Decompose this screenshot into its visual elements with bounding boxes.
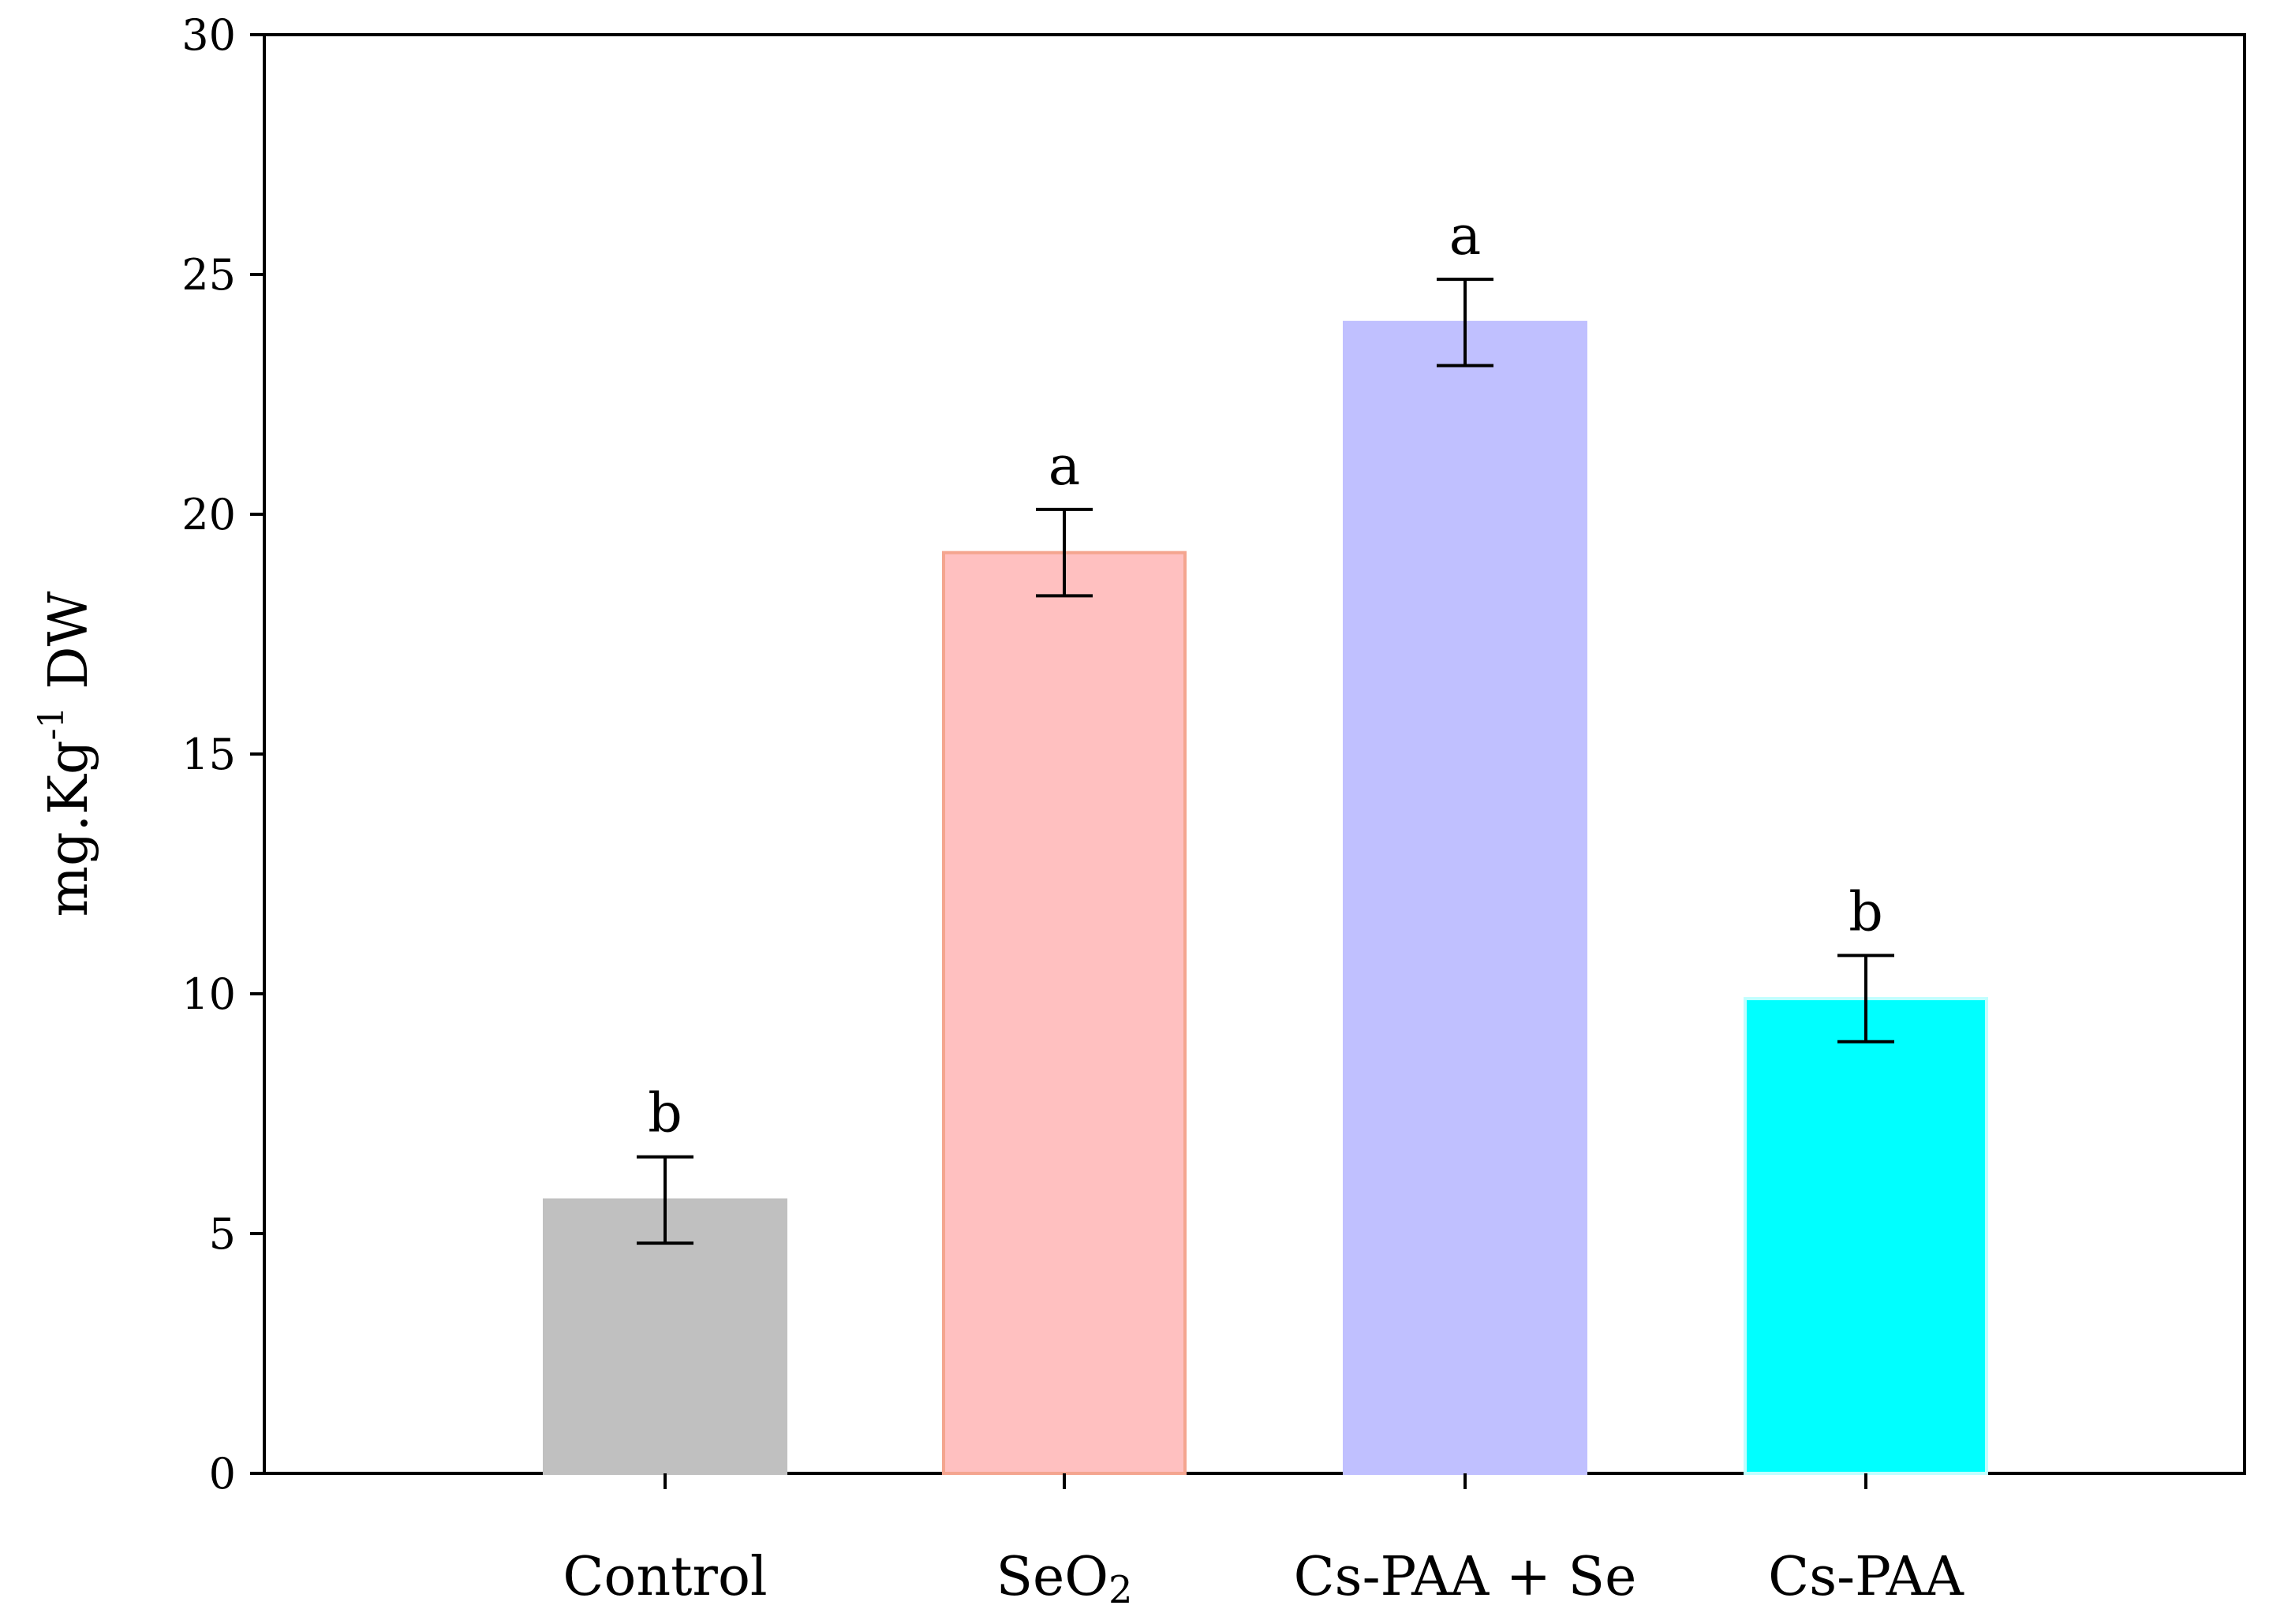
x-tick-label-text: Cs-PAA xyxy=(1768,1546,1964,1608)
significance-label: b xyxy=(648,1083,682,1145)
x-tick-label: Cs-PAA + Se xyxy=(1294,1546,1637,1608)
y-tick-label: 25 xyxy=(181,250,236,300)
significance-label: b xyxy=(1849,881,1883,943)
y-tick-label: 5 xyxy=(209,1209,236,1259)
bars: b a a b xyxy=(543,205,1988,1475)
bar xyxy=(942,551,1187,1475)
x-tick-label: SeO2 xyxy=(996,1546,1132,1612)
x-tick-label-text: Cs-PAA + Se xyxy=(1294,1546,1637,1608)
significance-label: a xyxy=(1449,205,1482,267)
y-axis-title: mg.Kg-1 DW xyxy=(32,591,100,917)
x-tick-label-text: Control xyxy=(563,1546,767,1608)
bar xyxy=(1744,997,1988,1475)
x-tick-label: Cs-PAA xyxy=(1768,1546,1964,1608)
y-axis: 0 5 10 15 20 25 30 xyxy=(181,10,264,1499)
x-tick-label: Control xyxy=(563,1546,767,1608)
x-tick-label-text: SeO xyxy=(996,1546,1108,1608)
bar xyxy=(1343,320,1587,1475)
y-axis-title-base: mg.Kg xyxy=(38,740,100,917)
significance-label: a xyxy=(1049,435,1081,498)
y-tick-label: 10 xyxy=(181,969,236,1019)
x-axis: Control SeO2 Cs-PAA + Se Cs-PAA xyxy=(563,1473,1964,1612)
y-tick-label: 0 xyxy=(209,1449,236,1499)
y-tick-label: 20 xyxy=(181,490,236,539)
y-tick-label: 30 xyxy=(181,10,236,60)
y-axis-title-suffix: DW xyxy=(38,591,100,706)
x-tick-label-subscript: 2 xyxy=(1108,1568,1133,1612)
y-axis-title-superscript: -1 xyxy=(32,707,72,741)
y-tick-label: 15 xyxy=(181,730,236,779)
